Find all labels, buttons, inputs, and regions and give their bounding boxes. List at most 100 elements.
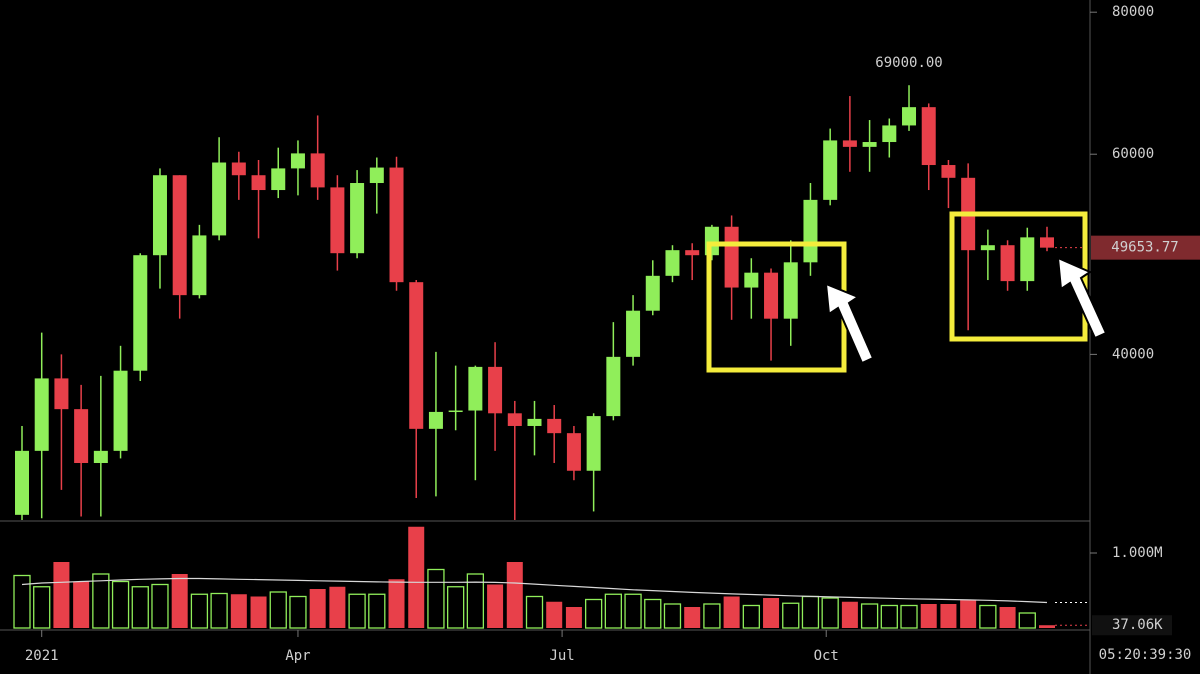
candle-body [192, 235, 207, 296]
candle-body [488, 366, 503, 414]
volume-bar [525, 595, 544, 629]
volume-bar [408, 526, 425, 628]
volume-bar [1039, 625, 1055, 628]
volume-bar [900, 604, 918, 629]
candle-body [626, 310, 641, 357]
candle-body [941, 165, 956, 178]
volume-bar [782, 602, 800, 629]
candle-body [724, 226, 739, 288]
candle-body [842, 140, 857, 147]
volume-bar [250, 596, 267, 628]
volume-tick-label: 1.000M [1112, 545, 1163, 561]
candle-body [428, 411, 443, 429]
candle-body [330, 187, 345, 254]
volume-bar [584, 598, 603, 629]
candle-body [783, 262, 798, 319]
volume-bar [821, 597, 839, 629]
volume-bar [111, 580, 130, 629]
candle-body [586, 416, 601, 471]
volume-last-label: 37.06K [1112, 617, 1163, 633]
arrows [824, 256, 1108, 365]
candle-body [921, 107, 936, 166]
volume-bar [920, 604, 937, 628]
volume-bar [723, 596, 740, 628]
volume-bar [151, 583, 169, 629]
volume-bar [73, 581, 90, 628]
volume-bar [53, 562, 70, 628]
candle-body [685, 250, 700, 256]
x-tick-label: Oct [814, 648, 839, 664]
candle-body [507, 413, 522, 426]
volume-bar [565, 607, 582, 628]
candle-body [113, 370, 128, 451]
volume-bar [684, 607, 701, 628]
candle-body [54, 378, 69, 410]
candle-body [527, 418, 542, 426]
candle-body [290, 153, 305, 169]
candle-body [409, 282, 424, 429]
volume-bar [171, 574, 188, 628]
candle-body [665, 250, 680, 276]
volume-bar [329, 586, 346, 628]
volume-bar [763, 598, 780, 628]
candle-body [34, 378, 49, 451]
volume-bar [979, 604, 997, 629]
volume-bar [131, 586, 149, 629]
candle-body [212, 162, 227, 236]
volume-bar [92, 573, 110, 629]
volume-bar [742, 604, 760, 629]
volume-bar [940, 604, 957, 628]
candle-body [823, 140, 838, 200]
volume-bar [1018, 612, 1036, 629]
timer: 05:20:39:30 [1099, 647, 1192, 663]
candle-body [350, 183, 365, 254]
candle-body [448, 410, 463, 413]
candle-body [902, 107, 917, 126]
y-tick-label: 60000 [1112, 146, 1154, 162]
candle-body [310, 153, 325, 188]
volume-bar [487, 584, 504, 628]
candle-body [803, 199, 818, 263]
volume-bar [999, 607, 1016, 628]
volume-bar [427, 568, 445, 629]
candle-body [251, 175, 266, 191]
volume-bar [604, 593, 622, 629]
volume-bar [388, 579, 405, 628]
candle-body [547, 418, 562, 434]
candle-body [133, 255, 148, 371]
volume-bar [210, 592, 228, 629]
volume-bar [190, 593, 209, 629]
candle-body [606, 356, 621, 417]
volume-bar [663, 603, 682, 629]
candle-body [271, 168, 286, 191]
volume-bar [960, 599, 977, 628]
volume-bar [348, 593, 366, 629]
plot: 40000 60000 80000 1.000M 2021 Apr Jul Oct 37.06K… [13, 4, 1200, 664]
volume-bar [506, 562, 523, 628]
high-annotation: 69000.00 [875, 55, 942, 71]
volume-bar [860, 603, 879, 629]
candle-body [1000, 245, 1015, 282]
price-label-box [1091, 235, 1200, 260]
volume-bar [368, 593, 386, 629]
volume-bar [269, 591, 287, 629]
candle-body [93, 450, 108, 464]
candle-body [764, 272, 779, 319]
candle-body [74, 409, 89, 464]
volume-bar [447, 586, 465, 629]
volume-bar [230, 594, 247, 628]
candle-body [152, 175, 167, 256]
volume-label-box [1092, 615, 1172, 636]
volume-bar [841, 601, 858, 628]
candle-body [882, 125, 897, 143]
candle-body [862, 142, 877, 147]
volume-bar [289, 595, 307, 629]
volume-bar [703, 603, 721, 629]
arrow [824, 282, 875, 365]
volume-bar [624, 593, 642, 629]
candle-body [566, 433, 581, 471]
candle-body [389, 167, 404, 283]
y-tick-label: 80000 [1112, 4, 1154, 20]
candle-body [1020, 237, 1035, 282]
